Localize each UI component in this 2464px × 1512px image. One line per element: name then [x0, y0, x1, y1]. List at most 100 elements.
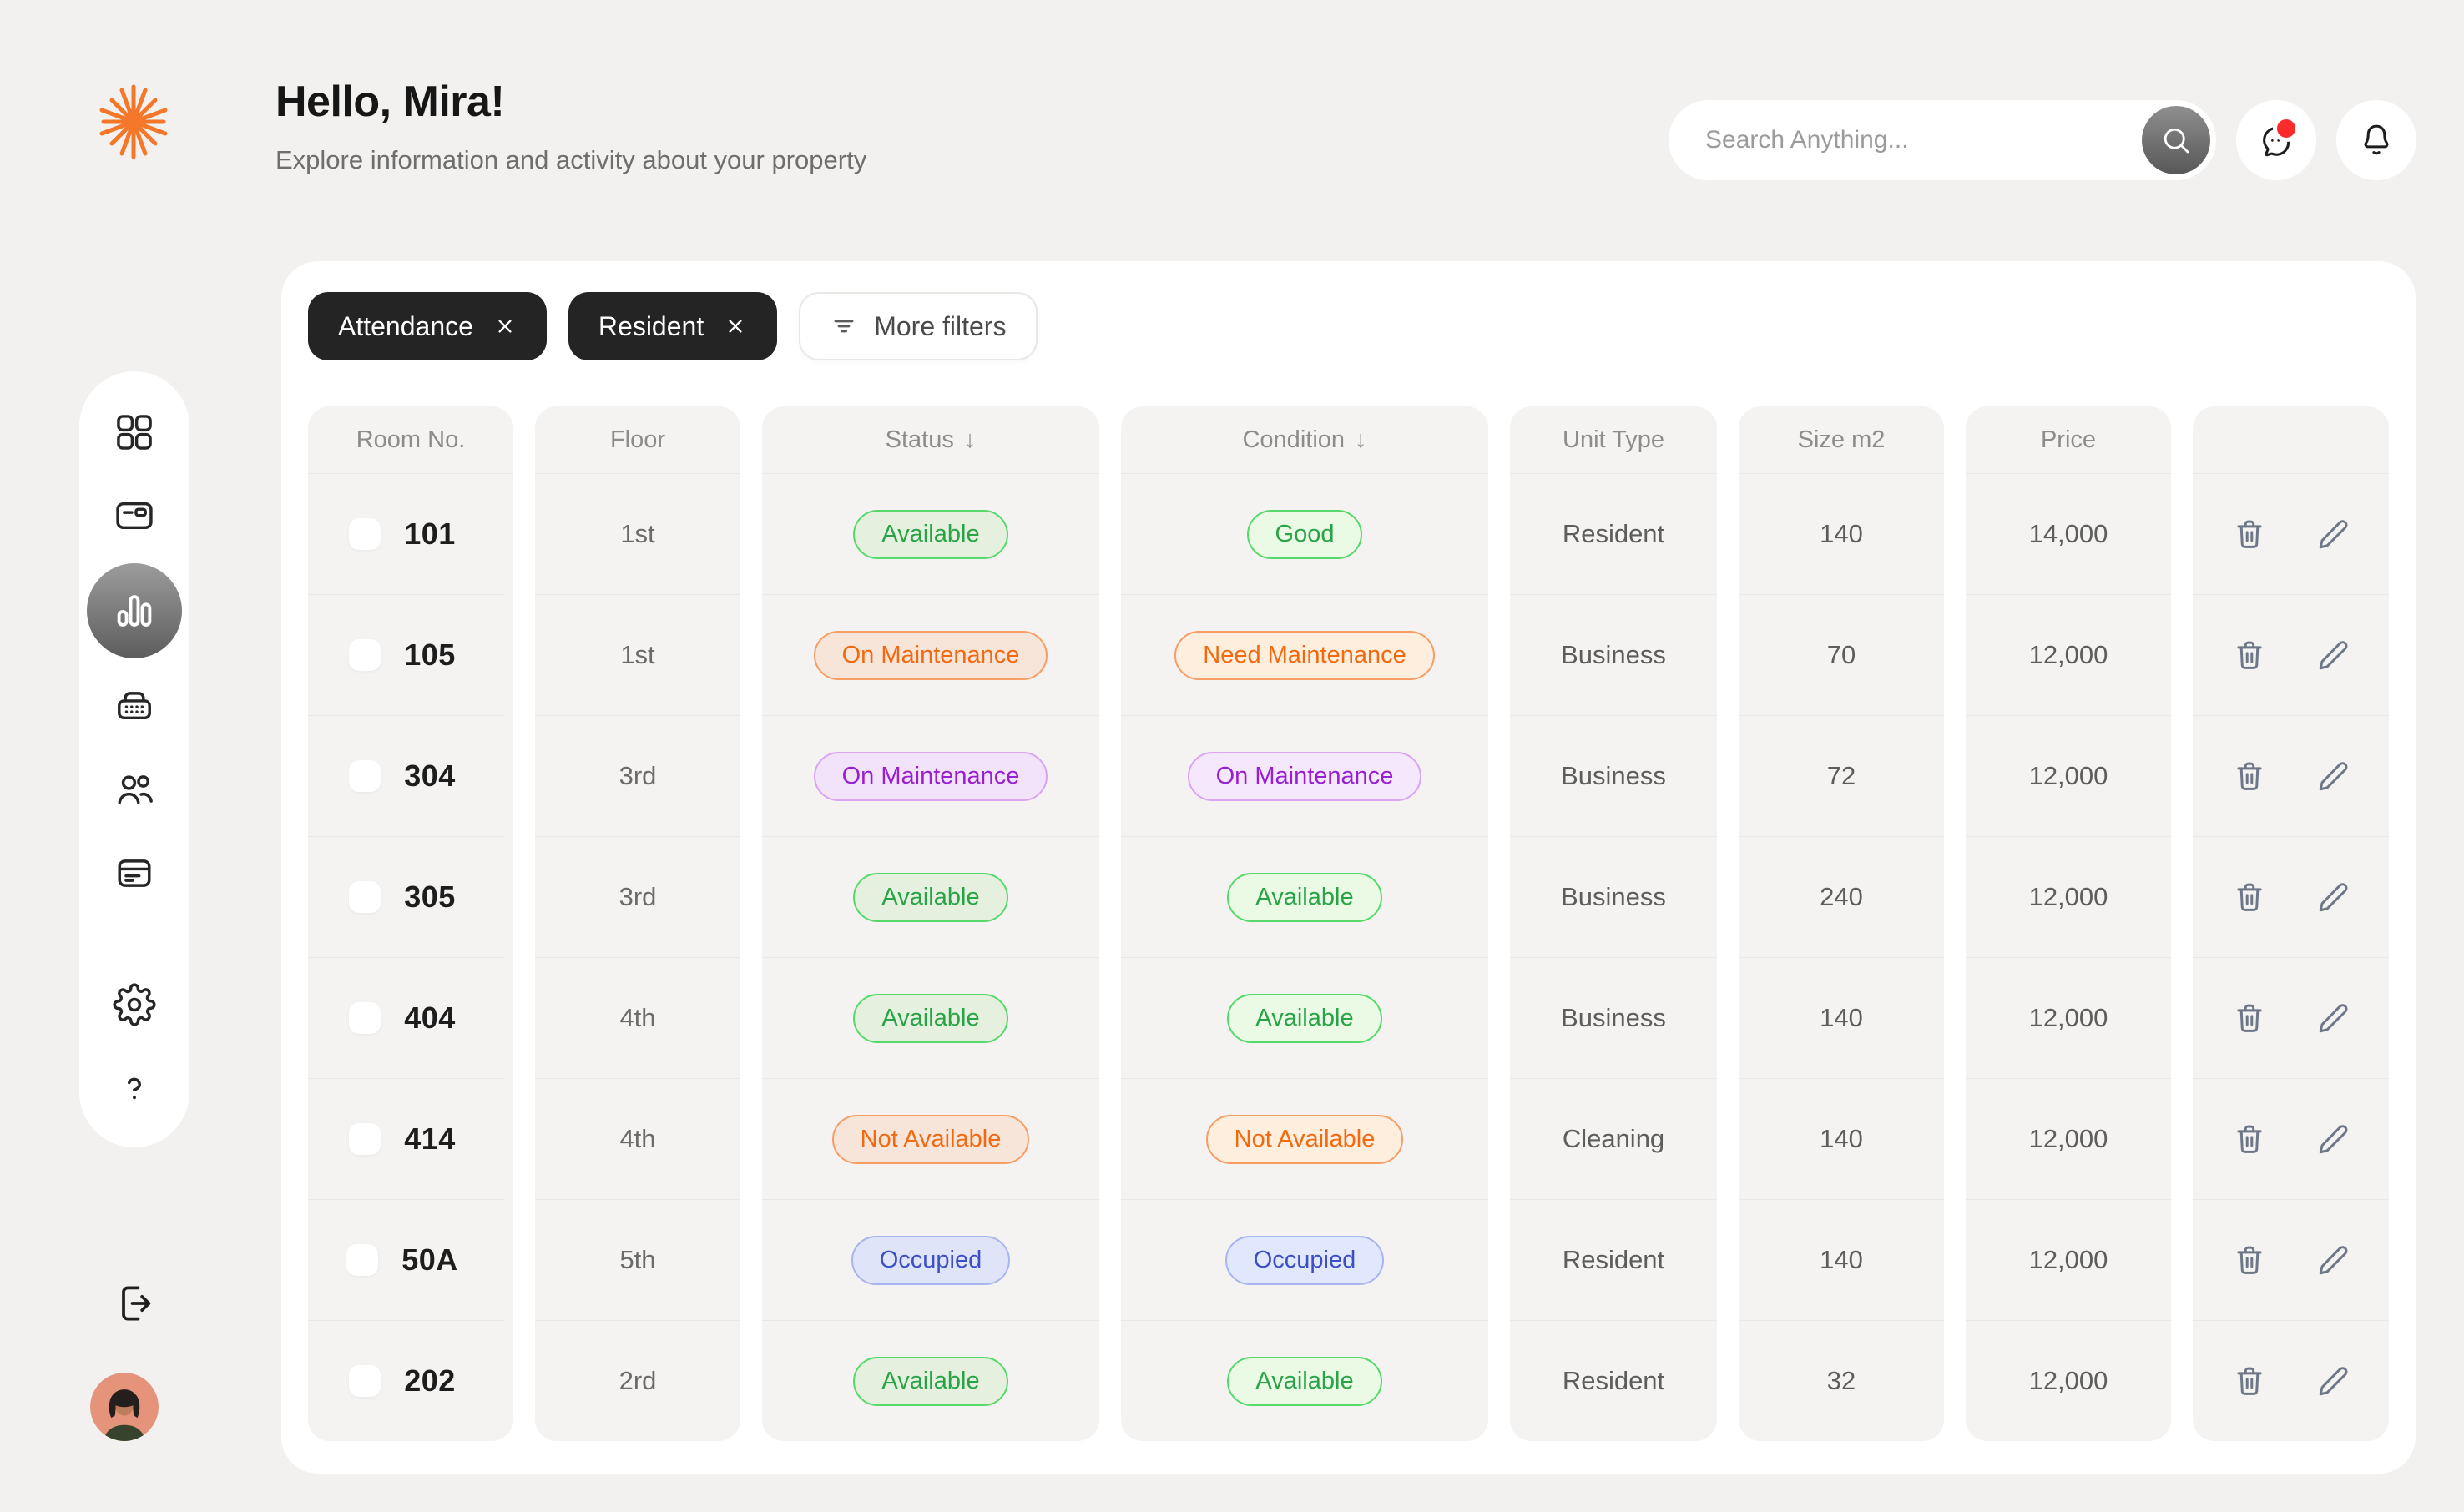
notifications-button[interactable] [2336, 100, 2416, 180]
table-row-status-cell: Available [762, 836, 1099, 957]
price-value: 12,000 [2028, 882, 2108, 911]
unit-type-value: Business [1561, 1003, 1666, 1032]
table-row-floor-cell: 3rd [535, 715, 740, 836]
edit-row-button[interactable] [2315, 1242, 2350, 1278]
search-input[interactable] [1704, 125, 2216, 155]
chat-button[interactable] [2236, 100, 2316, 180]
delete-row-button[interactable] [2232, 1363, 2267, 1399]
sidebar-item-residents[interactable] [112, 767, 157, 812]
row-checkbox[interactable] [349, 1365, 381, 1397]
row-checkbox[interactable] [349, 518, 381, 550]
edit-row-button[interactable] [2315, 1363, 2350, 1399]
avatar-image [90, 1373, 159, 1441]
delete-row-button[interactable] [2232, 879, 2267, 915]
table-row-status-cell: Occupied [762, 1199, 1099, 1320]
table-row-condition-cell: Occupied [1121, 1199, 1488, 1320]
delete-row-button[interactable] [2232, 638, 2267, 673]
condition-badge: Available [1227, 993, 1382, 1043]
close-icon[interactable] [493, 315, 517, 338]
column-header-condition[interactable]: Condition ↓ [1121, 406, 1488, 474]
search-button[interactable] [2142, 106, 2210, 174]
table-row-floor-cell: 3rd [535, 836, 740, 957]
table-row-actions-cell [2193, 836, 2389, 957]
table-row-room-cell: 305 [308, 836, 505, 957]
sidebar-item-property[interactable] [112, 683, 157, 728]
trash-icon [2236, 1004, 2262, 1032]
size-value: 140 [1820, 1245, 1863, 1274]
room-number: 105 [404, 638, 456, 672]
trash-icon [2236, 641, 2262, 669]
edit-row-button[interactable] [2315, 879, 2350, 915]
edit-pencil-icon [2319, 1246, 2347, 1275]
column-header-price: Price [1966, 406, 2171, 474]
room-number: 202 [404, 1363, 456, 1398]
room-number: 304 [404, 759, 456, 793]
row-checkbox[interactable] [349, 881, 381, 913]
filter-chip-attendance[interactable]: Attendance [308, 292, 547, 360]
room-number: 305 [404, 879, 456, 914]
edit-row-button[interactable] [2315, 517, 2350, 552]
unit-type-value: Business [1561, 761, 1666, 790]
logo-starburst-icon [99, 84, 168, 159]
price-value: 14,000 [2028, 519, 2108, 548]
edit-row-button[interactable] [2315, 1000, 2350, 1036]
condition-badge: Good [1246, 509, 1363, 559]
sidebar-item-dashboard[interactable] [112, 410, 157, 455]
filter-chip-label: Resident [598, 310, 704, 341]
row-checkbox[interactable] [349, 760, 381, 792]
user-avatar[interactable] [90, 1373, 159, 1441]
row-checkbox[interactable] [349, 1123, 381, 1155]
delete-row-button[interactable] [2232, 517, 2267, 552]
edit-row-button[interactable] [2315, 759, 2350, 794]
column-header-floor: Floor [535, 406, 740, 474]
logout-icon [122, 1286, 151, 1321]
sidebar [79, 371, 189, 1147]
table-row-status-cell: Not Available [762, 1078, 1099, 1199]
users-icon [118, 775, 153, 804]
table-row-actions-cell [2193, 1199, 2389, 1320]
table-row-condition-cell: Need Maintenance [1121, 594, 1488, 715]
row-checkbox[interactable] [346, 1244, 379, 1276]
table-row-price-cell: 14,000 [1966, 474, 2171, 594]
table-row-unit-type-cell: Business [1510, 594, 1717, 715]
sidebar-item-analytics[interactable] [87, 563, 182, 658]
row-checkbox[interactable] [349, 1002, 381, 1034]
more-filters-button[interactable]: More filters [799, 292, 1038, 360]
delete-row-button[interactable] [2232, 759, 2267, 794]
column-condition: Condition ↓ Good Need Maintenance On Main… [1121, 406, 1488, 1441]
table-row-unit-type-cell: Cleaning [1510, 1078, 1717, 1199]
column-header-unit-type: Unit Type [1510, 406, 1717, 474]
notification-dot [2273, 115, 2300, 142]
sidebar-item-settings[interactable] [112, 982, 157, 1027]
filter-chip-resident[interactable]: Resident [568, 292, 778, 360]
price-value: 12,000 [2028, 761, 2108, 790]
edit-pencil-icon [2319, 1125, 2347, 1154]
table-row-floor-cell: 5th [535, 1199, 740, 1320]
table-row-price-cell: 12,000 [1966, 836, 2171, 957]
close-icon[interactable] [724, 315, 747, 338]
sidebar-item-help[interactable] [112, 1066, 157, 1111]
status-badge: Occupied [851, 1235, 1011, 1285]
table-row-size-cell: 70 [1739, 594, 1944, 715]
table-row-size-cell: 140 [1739, 1078, 1944, 1199]
condition-badge: Available [1227, 1356, 1382, 1406]
column-header-status[interactable]: Status ↓ [762, 406, 1099, 474]
table-row-status-cell: On Maintenance [762, 594, 1099, 715]
floor-value: 5th [619, 1245, 656, 1274]
edit-row-button[interactable] [2315, 1121, 2350, 1157]
unit-type-value: Cleaning [1562, 1124, 1665, 1153]
delete-row-button[interactable] [2232, 1000, 2267, 1036]
delete-row-button[interactable] [2232, 1121, 2267, 1157]
table-row-floor-cell: 4th [535, 1078, 740, 1199]
delete-row-button[interactable] [2232, 1242, 2267, 1278]
edit-row-button[interactable] [2315, 638, 2350, 673]
row-checkbox[interactable] [349, 639, 381, 671]
edit-pencil-icon [2319, 641, 2347, 670]
sidebar-item-cards[interactable] [112, 493, 157, 538]
edit-pencil-icon [2319, 1367, 2347, 1396]
table-row-room-cell: 202 [308, 1320, 505, 1441]
sidebar-item-bookings[interactable] [112, 850, 157, 895]
table-row-size-cell: 140 [1739, 474, 1944, 594]
table-row-size-cell: 32 [1739, 1320, 1944, 1441]
logout-button[interactable] [112, 1280, 159, 1327]
